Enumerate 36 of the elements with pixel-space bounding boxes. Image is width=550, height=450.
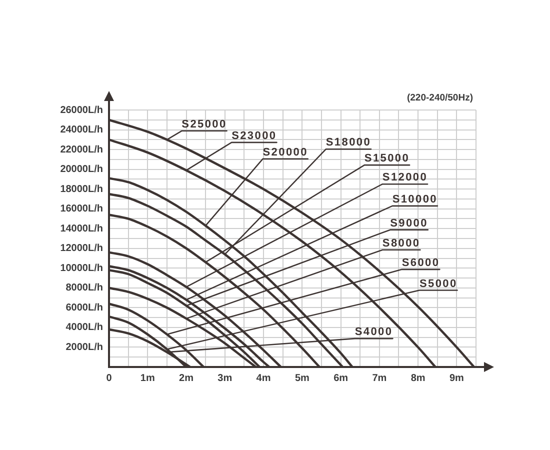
text: S4000 (354, 326, 393, 338)
text: S15000 (364, 152, 410, 165)
y-tick-label: 10000L/h (60, 262, 103, 274)
x-tick-label: 8m (410, 372, 426, 384)
x-tick-label: 0 (106, 372, 112, 384)
text: S6000 (402, 256, 440, 269)
y-tick-label: 16000L/h (60, 204, 103, 215)
y-tick-label: 20000L/h (60, 164, 103, 176)
text: S20000 (262, 146, 308, 158)
text: (220-240/50Hz) (406, 92, 473, 104)
x-tick-label: 9m (449, 372, 464, 384)
x-tick-label: 3m (218, 372, 232, 384)
text: S23000 (232, 130, 277, 142)
x-tick-label: 5m (294, 372, 310, 384)
text: S5000 (419, 278, 458, 290)
text: S12000 (382, 172, 428, 184)
series-label: S25000 (182, 118, 227, 130)
y-tick-label: 26000L/h (60, 104, 103, 116)
text: S8000 (382, 237, 420, 250)
x-tick-label: 1m (140, 372, 155, 384)
x-tick-label: 2m (179, 372, 194, 384)
text: S10000 (392, 193, 438, 206)
y-tick-label: 14000L/h (60, 223, 103, 234)
y-tick-label: 2000L/h (66, 342, 103, 353)
x-tick-label: 6m (334, 372, 348, 384)
y-tick-label: 6000L/h (66, 302, 103, 314)
y-tick-label: 12000L/h (60, 243, 103, 254)
y-tick-label: 22000L/h (60, 144, 103, 156)
y-tick-label: 4000L/h (66, 322, 103, 334)
text: S18000 (326, 136, 372, 149)
text: S9000 (390, 217, 428, 230)
y-tick-label: 8000L/h (66, 282, 103, 294)
x-tick-label: 4m (256, 372, 271, 384)
y-tick-label: 18000L/h (60, 184, 103, 195)
y-tick-label: 24000L/h (60, 124, 103, 136)
x-tick-label: 7m (372, 372, 387, 384)
